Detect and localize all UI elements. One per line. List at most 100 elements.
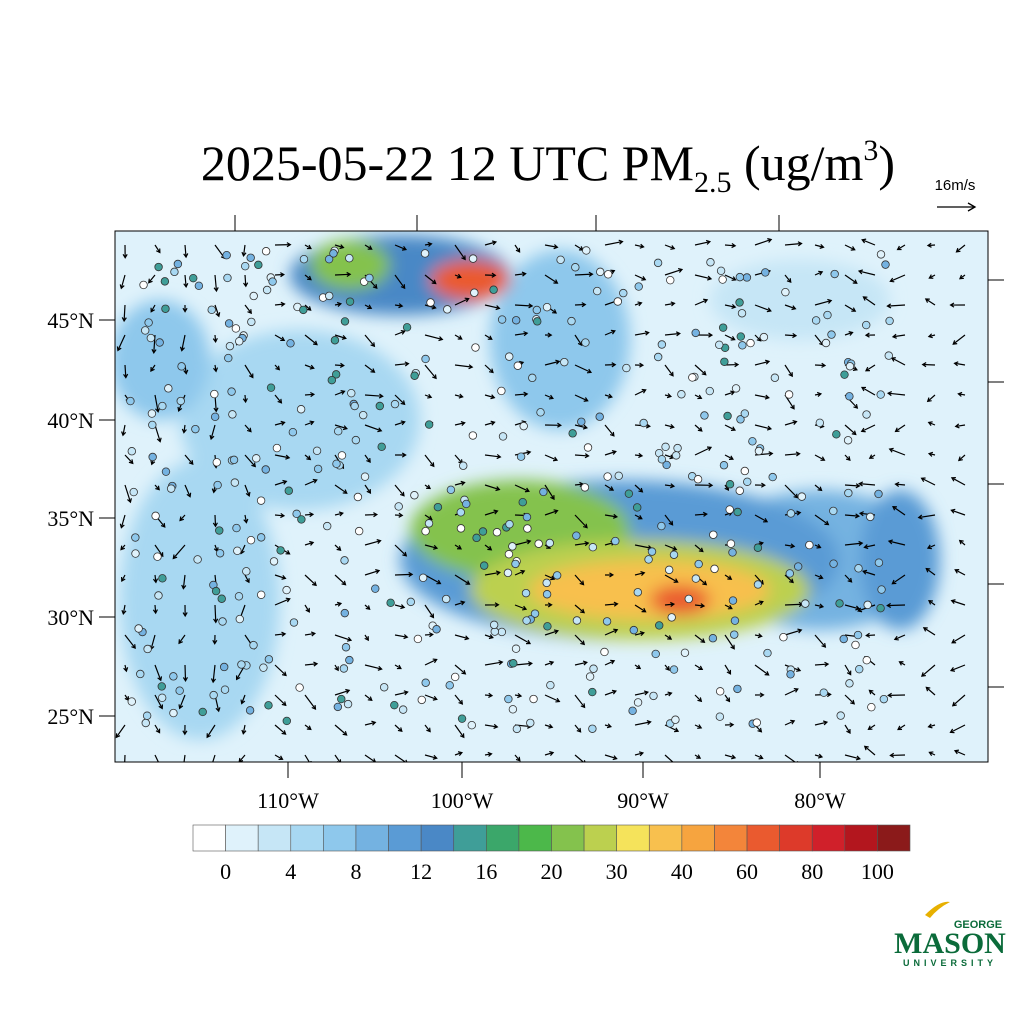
station [237,660,246,669]
station [845,362,855,371]
wind-arrow [334,544,342,551]
station [546,681,555,690]
station [218,617,227,626]
wind-arrow [634,664,642,670]
station [331,370,341,379]
station [715,340,724,350]
station [542,302,552,312]
wind-arrow [664,601,676,607]
wind-arrow [214,304,221,318]
station [256,590,266,599]
wind-arrow [664,267,684,276]
station [785,569,794,578]
station [329,249,338,258]
wind-arrow [896,244,906,251]
station [146,333,156,343]
wind-arrow [514,692,523,699]
station [715,712,725,721]
station [593,286,602,296]
wind-arrow [694,394,703,400]
station [677,390,686,399]
lon-label: 110°W [257,788,319,813]
wind-arrow [814,391,823,397]
station [851,640,860,650]
wind-arrow [694,664,704,671]
station [671,715,680,724]
wind-arrow [484,723,499,729]
station [467,720,476,730]
station [572,616,582,625]
wind-arrow [364,364,376,373]
station [377,442,386,452]
wind-arrow [784,628,803,636]
wind-arrow [867,724,876,731]
wind-arrow [121,304,127,323]
station [337,451,347,460]
wind-arrow [886,303,906,309]
wind-arrow [514,303,534,309]
wind-arrow [664,483,676,489]
wind-arrow [514,271,527,277]
station [462,499,471,509]
wind-arrow [394,571,414,578]
station [644,555,653,564]
station [725,505,734,514]
station [240,261,250,271]
wind-arrow [364,424,383,433]
wind-arrow [364,604,371,611]
wind-arrow [304,631,317,637]
station [432,625,441,634]
station [142,711,152,720]
station [158,574,167,583]
station [424,519,434,528]
wind-arrow [664,754,674,762]
wind-arrow [574,604,586,614]
station [526,718,535,728]
wind-arrow [754,482,766,488]
wind-arrow [955,244,966,253]
station [345,297,355,306]
wind-arrow [574,724,582,733]
wind-arrow [123,664,129,673]
station [728,596,738,605]
wind-arrow [334,362,345,368]
wind-arrow [574,574,585,586]
station [735,272,745,282]
wind-arrow [334,390,346,396]
wind-arrow [484,751,493,757]
station [164,384,173,393]
station [508,705,518,714]
station [509,659,518,668]
lat-label: 25°N [47,704,94,729]
station [832,430,841,439]
wind-arrow [544,332,553,338]
station [844,488,853,498]
station [141,718,150,728]
wind-arrow [454,244,466,261]
station [347,388,356,398]
wind-arrow [928,751,936,757]
station [613,297,623,306]
station [521,588,531,598]
wind-arrow [694,364,707,376]
wind-arrow [364,569,381,576]
wind-arrow [814,661,830,667]
wind-arrow [664,364,674,377]
wind-arrow [604,754,618,761]
wind-arrow [242,394,248,404]
station [667,613,676,622]
wind-arrow [514,634,532,645]
wind-arrow [634,719,652,726]
station [256,496,266,505]
wind-arrow [951,694,966,707]
wind-arrow [394,512,404,518]
station [351,435,361,445]
wind-arrow [210,664,217,684]
wind-arrow [274,724,287,735]
logo: GEORGE MASON UNIVERSITY [894,901,1006,968]
wind-arrow [304,304,312,311]
station [324,254,334,264]
wind-arrow [454,694,464,705]
station [157,682,166,691]
station [219,662,229,672]
